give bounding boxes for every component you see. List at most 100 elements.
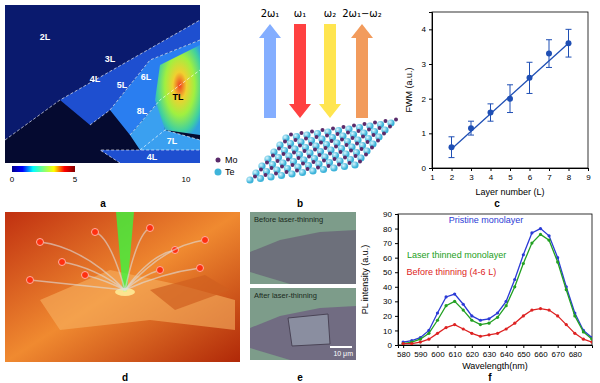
data-point	[556, 260, 559, 263]
beam-label: 2ω₁−ω₂	[342, 8, 382, 19]
x-tick-label: 1	[430, 173, 435, 182]
mo-atom	[322, 159, 326, 163]
data-point	[522, 314, 525, 317]
mo-atom	[336, 132, 340, 136]
mo-atom	[364, 153, 368, 157]
data-point	[522, 253, 525, 256]
data-point	[462, 308, 465, 311]
data-point	[547, 308, 550, 311]
x-tick-label: 5	[508, 173, 513, 182]
x-tick-mark	[558, 345, 559, 348]
x-tick: 600	[431, 345, 445, 359]
beam-arrow	[259, 24, 281, 118]
figure: 2L3L4L5L6LTL8L7L4L05102ω₁ω₁ω₂2ω₁−ω₂MoTe1…	[0, 0, 600, 383]
thinned-region	[288, 314, 330, 346]
data-point	[453, 323, 456, 326]
x-tick: 590	[414, 345, 428, 359]
error-bar-part	[546, 67, 552, 68]
mo-atom	[304, 137, 308, 141]
data-point	[462, 327, 465, 330]
y-tick-label: 2	[422, 95, 427, 104]
mo-atom	[265, 161, 269, 165]
x-tick-mark	[510, 168, 511, 171]
beam-arrow	[351, 24, 373, 118]
particle-trail	[125, 240, 205, 290]
data-point	[487, 322, 490, 325]
layer-label: 8L	[137, 106, 148, 116]
map-background	[5, 5, 200, 163]
particle-trail	[125, 270, 160, 290]
x-tick-mark	[491, 168, 492, 171]
boundary-line	[130, 70, 200, 135]
mo-atom	[277, 147, 281, 151]
data-point	[547, 234, 550, 237]
data-point	[462, 303, 465, 306]
mo-atom	[334, 145, 338, 149]
plot-frame	[398, 214, 592, 345]
mo-atom	[288, 145, 292, 149]
mo-atom	[285, 170, 289, 174]
mo-atom	[283, 140, 287, 144]
mo-atom	[292, 151, 296, 155]
mo-atom	[291, 163, 295, 167]
y-tick: 90	[383, 210, 398, 219]
y-tick-mark	[395, 272, 398, 273]
boundary-line	[100, 150, 200, 163]
mo-atom	[376, 139, 380, 143]
mo-atom	[361, 135, 365, 139]
mo-atom	[367, 128, 371, 132]
mo-atom	[388, 125, 392, 129]
data-point	[479, 335, 482, 338]
mo-atom	[307, 155, 311, 159]
particle-trail	[125, 250, 175, 290]
x-tick-mark	[472, 345, 473, 348]
x-axis: 123456789	[430, 168, 591, 182]
series-line	[403, 309, 592, 344]
mo-atom	[354, 154, 358, 158]
y-tick-label: 70	[383, 239, 392, 248]
mo-atom	[280, 165, 284, 169]
mo-atom	[294, 138, 298, 142]
te-atom	[288, 170, 295, 177]
mo-atom	[264, 173, 268, 177]
series-line	[403, 234, 592, 343]
mo-atom	[330, 139, 334, 143]
mo-atom	[372, 133, 376, 137]
x-tick: 4	[489, 168, 494, 182]
x-axis-line	[433, 169, 589, 172]
x-tick-mark	[506, 345, 507, 348]
mo-atom	[313, 148, 317, 152]
particle	[92, 229, 99, 236]
te-atom	[309, 167, 316, 174]
series-label: Laser thinned monolayer	[407, 250, 506, 260]
data-point	[556, 314, 559, 317]
y-tick: 80	[383, 225, 398, 234]
x-axis-line	[399, 346, 593, 349]
colorbar-tick-label: 0	[10, 175, 15, 184]
x-tick: 7	[547, 168, 552, 182]
data-point	[530, 231, 533, 234]
x-tick-label: 580	[397, 350, 411, 359]
panel-b: 2ω₁ω₁ω₂2ω₁−ω₂MoTe	[215, 8, 399, 184]
y-tick: 50	[383, 268, 398, 277]
series-label: Before thinning (4-6 L)	[407, 267, 497, 277]
panel-label: d	[122, 372, 128, 383]
x-axis: 580590600610620630640650660670680	[397, 345, 593, 359]
y-tick-mark	[395, 229, 398, 230]
layer-label: 7L	[167, 136, 178, 146]
y-tick-label: 60	[383, 254, 392, 263]
te-atom	[278, 172, 285, 179]
mo-atom	[333, 157, 337, 161]
y-tick-label: 30	[383, 297, 392, 306]
mo-atom	[298, 144, 302, 148]
layer-label: 3L	[105, 54, 116, 64]
colorbar-tick-label: 5	[73, 175, 78, 184]
mo-atom	[358, 160, 362, 164]
mo-atom	[300, 131, 304, 135]
y-tick-label: 3	[422, 60, 427, 69]
mo-atom	[297, 156, 301, 160]
beam-arrow	[289, 24, 311, 118]
y-tick-label: 80	[383, 225, 392, 234]
mo-atom	[370, 146, 374, 150]
y-tick-mark	[395, 214, 398, 215]
